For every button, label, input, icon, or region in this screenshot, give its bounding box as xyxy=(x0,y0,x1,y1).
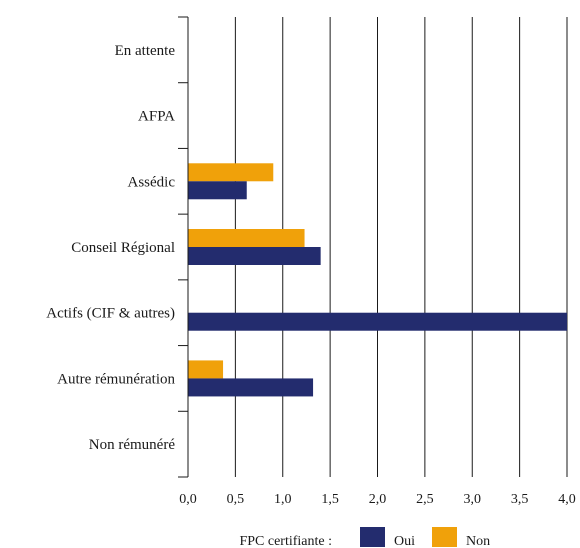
bars xyxy=(188,163,567,397)
bar-non xyxy=(188,163,274,182)
category-label: Autre rémunération xyxy=(57,371,175,387)
x-tick-label: 2,0 xyxy=(369,492,387,507)
legend-swatch-non xyxy=(432,527,457,547)
category-label: Actifs (CIF & autres) xyxy=(46,306,175,322)
bar-non xyxy=(188,360,224,379)
bar-oui xyxy=(188,378,314,397)
legend: FPC certifiante : Oui Non xyxy=(239,527,490,548)
x-tick-label: 1,0 xyxy=(274,492,292,507)
x-tick-label: 1,5 xyxy=(321,492,339,507)
legend-label-oui: Oui xyxy=(394,534,415,548)
category-label: Conseil Régional xyxy=(71,240,175,256)
gridlines xyxy=(234,17,568,477)
x-tick-labels: 0,0 0,5 1,0 1,5 2,0 2,5 3,0 3,5 4,0 xyxy=(179,492,576,507)
x-tick-label: 4,0 xyxy=(558,492,576,507)
bar-oui xyxy=(188,312,567,331)
category-label: Non rémunéré xyxy=(89,437,176,453)
category-labels: En attente AFPA Assédic Conseil Régional Act… xyxy=(46,43,175,453)
bar-oui xyxy=(188,247,321,265)
x-tick-label: 3,0 xyxy=(464,492,482,507)
legend-title: FPC certifiante : xyxy=(239,534,332,548)
bar-non xyxy=(188,229,305,247)
legend-swatch-oui xyxy=(360,527,385,547)
category-label: AFPA xyxy=(138,109,175,125)
x-tick-label: 0,5 xyxy=(227,492,245,507)
category-label: Assédic xyxy=(128,174,176,190)
axes xyxy=(178,16,189,478)
x-tick-label: 2,5 xyxy=(416,492,434,507)
x-tick-label: 3,5 xyxy=(511,492,529,507)
x-tick-label: 0,0 xyxy=(179,492,197,507)
legend-label-non: Non xyxy=(466,534,490,548)
category-label: En attente xyxy=(115,43,176,59)
bar-oui xyxy=(188,181,247,200)
